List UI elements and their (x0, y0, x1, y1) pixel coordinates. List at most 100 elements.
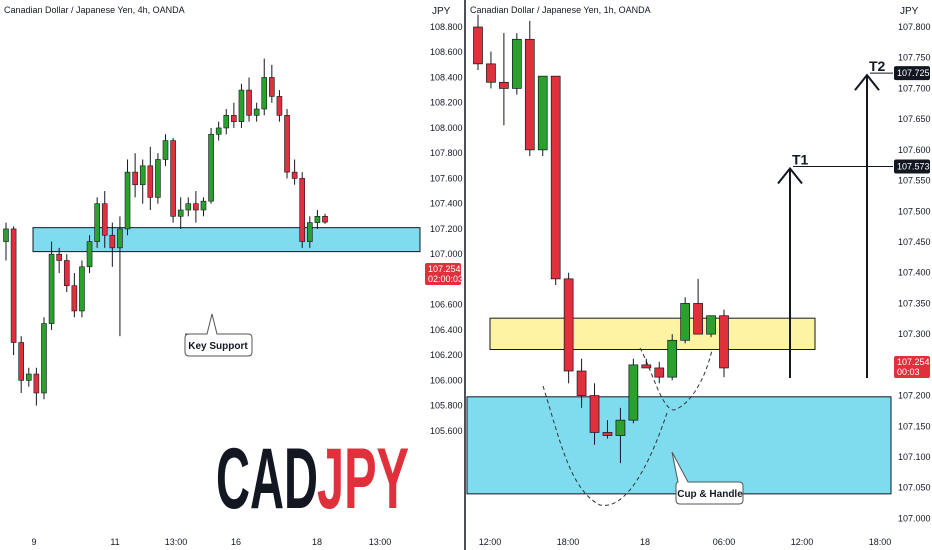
x-tick-label: 18:00 (557, 537, 580, 547)
candle (193, 191, 199, 223)
candle (139, 159, 146, 204)
candle-body (667, 339, 678, 378)
candle-body (589, 395, 600, 433)
key-support-bubble (184, 313, 253, 357)
candle (223, 109, 230, 135)
candle-body (261, 77, 268, 110)
y-tick-label: 106.000 (430, 375, 463, 385)
y-tick-label: 107.100 (898, 452, 931, 462)
candle-body (170, 140, 176, 217)
y-tick-label: 107.600 (430, 173, 463, 183)
y-tick-label: 107.400 (430, 199, 463, 209)
candle-body (3, 228, 9, 242)
candle-body (499, 81, 509, 89)
x-tick-label: 13:00 (369, 537, 392, 547)
y-tick-label: 107.300 (898, 329, 931, 339)
target-price-box (894, 159, 930, 174)
candle-body (147, 165, 154, 198)
candle (215, 121, 222, 141)
candle-body (238, 89, 245, 122)
candle (63, 254, 70, 293)
cup-handle-callout: Cup & Handle (671, 451, 744, 505)
candle (177, 197, 184, 229)
candle (162, 134, 169, 166)
y-tick-label: 107.800 (898, 22, 931, 32)
y-tick-label: 107.050 (898, 483, 931, 493)
candle (208, 127, 214, 204)
y-tick-label: 107.650 (898, 114, 931, 124)
left-last-price-box (425, 263, 461, 285)
right-currency-label: JPY (900, 6, 919, 17)
candle (147, 146, 154, 210)
y-tick-label: 107.450 (898, 237, 931, 247)
candle-body (86, 241, 93, 268)
brand-cad: CAD (216, 431, 318, 527)
candle (550, 75, 561, 286)
y-tick-label: 107.000 (898, 513, 931, 523)
candle-body (208, 133, 214, 202)
candle (628, 358, 639, 424)
y-tick-label: 108.600 (430, 47, 463, 57)
candle (185, 197, 192, 217)
candle (499, 33, 509, 126)
candle (41, 317, 47, 400)
candle (269, 64, 275, 103)
candle (524, 20, 535, 157)
candle (56, 247, 62, 274)
candle-body (155, 159, 161, 198)
candle-body (276, 96, 283, 116)
left-support-zone-rect (32, 227, 421, 253)
right-chart-panel: Canadian Dollar / Japanese Yen, 1h, OAND… (466, 5, 931, 547)
candle (641, 358, 652, 369)
candle (48, 241, 55, 330)
candle (563, 272, 574, 384)
key-support-callout: Key Support (184, 313, 253, 357)
left-candles (3, 58, 328, 406)
candle (33, 367, 40, 406)
candle-body (680, 303, 691, 341)
candle (706, 315, 716, 338)
candle (667, 334, 678, 381)
candle (117, 216, 123, 337)
x-tick-label: 9 (31, 537, 36, 547)
candle-body (641, 364, 652, 369)
candle-body (693, 303, 703, 335)
right-y-axis: 107.800 107.750 107.700 107.650 107.600 107.5… (898, 22, 931, 523)
candle-body (79, 266, 85, 312)
candle-body (139, 165, 146, 186)
candle-body (246, 89, 252, 116)
handle-curve (639, 347, 713, 411)
y-tick-label: 107.750 (898, 53, 931, 63)
candle-body (200, 200, 207, 211)
candle (109, 222, 116, 267)
candle (299, 172, 306, 248)
candle (132, 153, 138, 198)
candle-body (706, 315, 716, 335)
candle-body (231, 115, 237, 122)
candle-body (307, 222, 313, 242)
key-support-label: Key Support (188, 341, 248, 352)
candle-body (124, 171, 131, 230)
candle-body (223, 115, 230, 129)
candle (615, 407, 626, 464)
candle-body (253, 108, 260, 116)
left-countdown: 02:00:03 (428, 274, 463, 284)
candle-body (322, 216, 328, 223)
candle (291, 159, 298, 185)
candle (124, 159, 131, 236)
y-tick-label: 107.400 (898, 268, 931, 278)
target-arrow-head (854, 73, 880, 91)
candle-body (550, 75, 561, 280)
candle-body (117, 228, 123, 249)
candle-body (25, 373, 32, 381)
x-tick-label: 12:00 (791, 537, 814, 547)
target-label: T2 (869, 58, 886, 74)
candle-body (284, 115, 290, 173)
y-tick-label: 107.600 (898, 145, 931, 155)
candle-body (193, 203, 199, 211)
candle (486, 51, 496, 89)
x-tick-label: 06:00 (713, 537, 736, 547)
right-candles (473, 14, 729, 464)
candle (170, 138, 176, 223)
candle-body (314, 216, 321, 223)
